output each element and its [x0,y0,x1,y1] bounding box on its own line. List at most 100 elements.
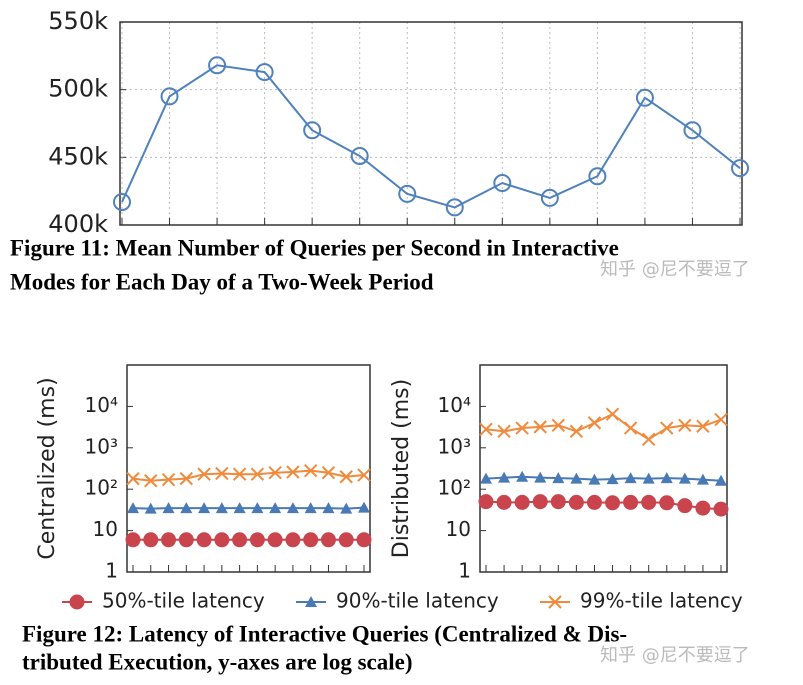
point [144,502,157,514]
point [659,495,675,511]
point [197,467,211,481]
point [478,494,494,510]
point [568,494,584,510]
point [249,532,265,548]
point [569,424,584,439]
point [696,473,709,485]
point [731,159,749,178]
y-tick-label: 10⁴ [438,393,471,417]
point [498,471,511,483]
legend-label: 50%-tile latency [102,589,265,613]
plot-frame [119,21,743,226]
point [269,502,282,514]
y-tick-label: 1 [458,559,471,583]
point [533,420,547,434]
point [208,56,227,75]
point [250,467,265,481]
point [303,463,318,478]
point [356,532,372,548]
point [320,532,336,548]
point [552,472,565,484]
point [143,532,159,548]
point [178,532,194,548]
point [548,595,562,609]
point [232,532,248,548]
point [144,474,158,488]
point [635,88,654,107]
point [303,532,319,548]
series-line [121,64,741,209]
point [515,421,529,435]
point [570,472,583,484]
point [623,421,638,435]
point [305,596,317,607]
point [660,421,674,435]
point [233,502,246,514]
caption-line: tributed Execution, y-axes are log scale… [22,649,413,674]
point [588,167,607,186]
y-tick-label: 550k [48,7,108,35]
point [532,494,548,510]
point [214,532,230,548]
point [642,472,655,484]
y-tick-label: 10³ [438,434,471,458]
series-line [132,469,365,482]
point [641,494,657,510]
point [162,502,175,514]
y-tick-label: 400k [48,210,108,238]
point [534,471,547,483]
y-tick-label: 10 [446,517,471,541]
point [338,532,354,548]
point [678,472,691,484]
point [714,412,728,427]
plot-frame [126,364,371,573]
point [69,594,85,610]
point [683,121,702,140]
point [304,502,317,514]
point [605,407,620,421]
point [695,500,711,516]
y-tick-label: 500k [48,75,108,103]
caption-line: Figure 12: Latency of Interactive Querie… [22,621,627,646]
y-axis-label: Centralized (ms) [35,377,60,559]
point [606,473,619,485]
point [358,501,370,513]
caption-line: Figure 11: Mean Number of Queries per Se… [10,235,619,260]
y-axis-label: Distributed (ms) [389,379,414,558]
point [715,474,727,486]
point [550,494,566,510]
point [479,422,493,436]
point [161,472,176,487]
point [125,532,141,548]
point [215,502,228,514]
point [551,418,566,432]
y-tick-label: 10² [85,476,118,500]
series-line [485,412,722,441]
point [660,472,673,484]
point [126,471,140,486]
point [514,494,530,510]
point [180,502,193,514]
point [321,466,336,480]
point [540,188,559,207]
point [286,465,300,479]
point [480,472,492,484]
watermark: 知乎 @尼不要逗了 [600,259,750,280]
point [713,501,729,517]
point [127,502,139,514]
point [493,174,512,193]
point [198,502,211,514]
point [624,472,637,484]
point [267,532,283,548]
point [179,471,194,486]
y-tick-label: 1 [105,559,118,583]
point [516,470,529,482]
point [285,532,301,548]
point [623,494,639,510]
y-tick-label: 10 [93,517,118,541]
point [251,502,264,514]
plot-frame [479,364,728,573]
y-tick-label: 10² [438,476,471,500]
point [339,470,353,484]
